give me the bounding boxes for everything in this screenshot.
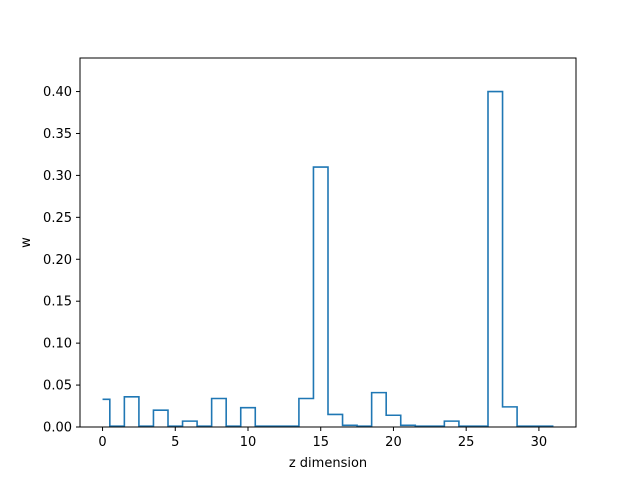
y-tick-label: 0.15	[43, 295, 72, 310]
y-tick-label: 0.20	[43, 253, 72, 268]
x-axis-label: z dimension	[289, 456, 367, 471]
x-tick-label: 0	[98, 435, 106, 450]
plot-area	[102, 90, 554, 427]
x-tick-label: 5	[171, 435, 179, 450]
axes: 0 5 10 15 20 25 30 0.00 0.05 0.10 0.15 0.20 0.25 0.30…	[43, 57, 577, 450]
y-tick-label: 0.40	[43, 85, 72, 100]
x-tick-label: 30	[531, 435, 548, 450]
x-tick-label: 10	[240, 435, 257, 450]
y-tick-label: 0.05	[43, 379, 72, 394]
series-line-0	[102, 90, 554, 427]
x-tick-label: 20	[385, 435, 402, 450]
x-tick-label: 15	[312, 435, 329, 450]
y-axis-label: w	[19, 237, 34, 248]
y-tick-label: 0.30	[43, 169, 72, 184]
x-tick-label: 25	[458, 435, 475, 450]
y-tick-label: 0.10	[43, 337, 72, 352]
y-tick-label: 0.00	[43, 421, 72, 436]
y-tick-label: 0.35	[43, 127, 72, 142]
y-tick-label: 0.25	[43, 211, 72, 226]
axes-frame	[79, 57, 577, 428]
